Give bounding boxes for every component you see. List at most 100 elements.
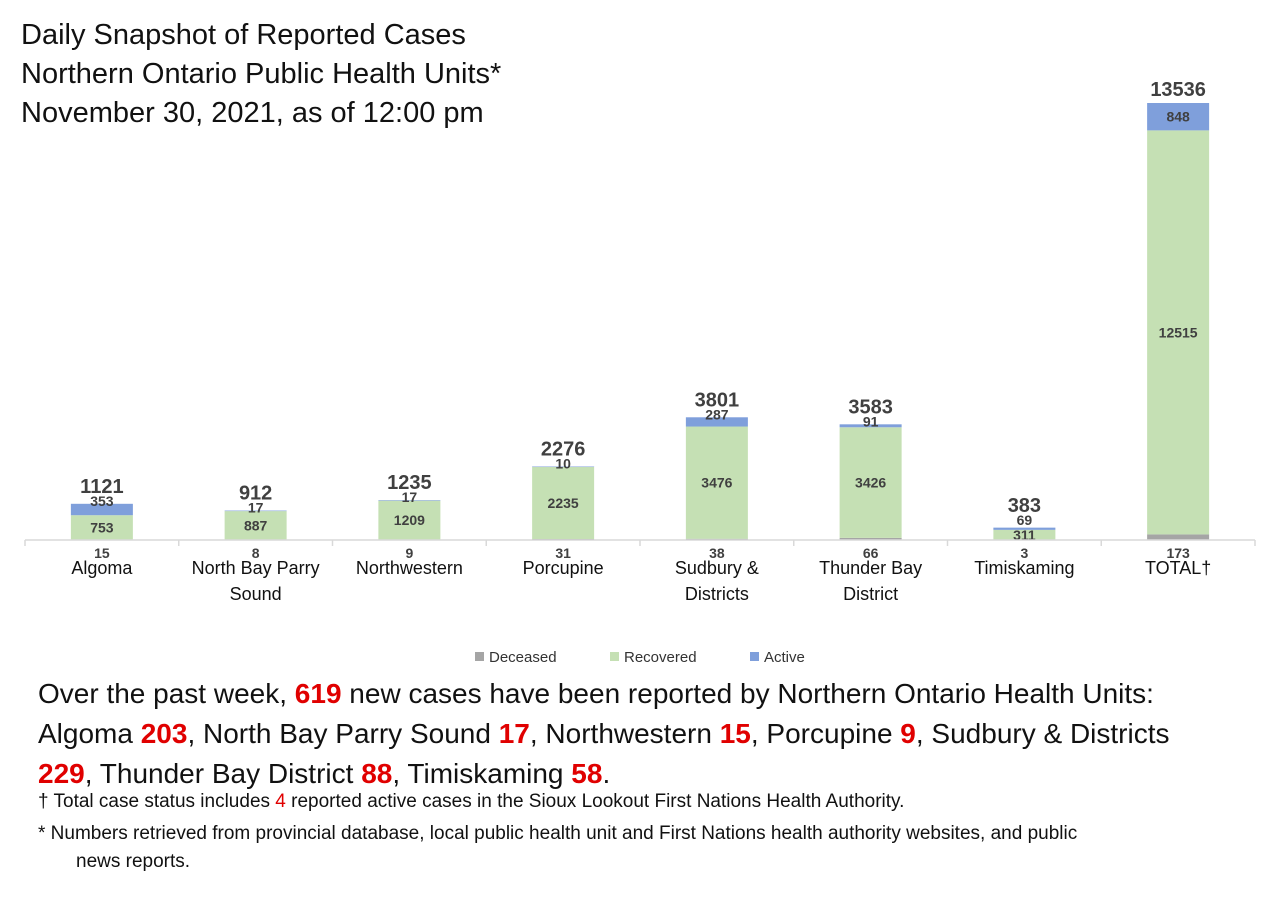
bar-active-total <box>1147 103 1210 131</box>
category-label-north-bay-parry-sound: North Bay Parry <box>192 558 320 578</box>
summary-text: , Porcupine <box>750 718 901 749</box>
bar-recovered-north-bay-parry-sound <box>224 511 287 540</box>
title-line-3: November 30, 2021, as of 12:00 pm <box>21 97 484 129</box>
legend-swatch-active <box>750 652 759 661</box>
bar-recovered-thunder-bay-district <box>839 427 902 538</box>
total-label-north-bay-parry-sound: 912 <box>239 483 272 505</box>
data-label-recovered-north-bay-parry-sound: 887 <box>244 517 268 533</box>
bar-active-north-bay-parry-sound <box>224 510 287 512</box>
summary-text: . <box>602 758 611 789</box>
summary-text: , Thunder Bay District <box>84 758 362 789</box>
footnote-dagger: † Total case status includes 4 reported … <box>38 790 904 814</box>
footnote-asterisk: * Numbers retrieved from provincial data… <box>38 820 1268 876</box>
bar-recovered-timiskaming <box>993 529 1056 540</box>
total-label-total: 13536 <box>1150 79 1206 101</box>
category-label-northwestern: Northwestern <box>356 558 463 578</box>
footnote-text: † Total case status includes <box>38 791 276 812</box>
title-line-2: Northern Ontario Public Health Units* <box>21 58 502 90</box>
summary-nbps: 17 <box>498 718 530 749</box>
data-label-active-north-bay-parry-sound: 17 <box>248 500 264 516</box>
summary-text: Over the past week, <box>38 678 295 709</box>
summary-text: new cases have been reported by Northern… <box>341 678 1154 709</box>
summary-northwestern: 15 <box>719 718 751 749</box>
summary-algoma: 203 <box>140 718 188 749</box>
footnote-text-continued: news reports. <box>76 851 191 872</box>
legend-label-recovered: Recovered <box>624 649 697 666</box>
total-label-timiskaming: 383 <box>1008 495 1041 517</box>
data-label-recovered-northwestern: 1209 <box>394 512 425 528</box>
total-label-algoma: 1121 <box>80 476 123 498</box>
category-label-total: TOTAL† <box>1145 558 1211 578</box>
data-label-deceased-north-bay-parry-sound: 8 <box>252 545 260 561</box>
bar-active-sudbury-districts <box>685 417 748 427</box>
summary-new-cases: 619 <box>294 678 342 709</box>
category-label-algoma: Algoma <box>71 558 133 578</box>
bar-active-northwestern <box>378 500 441 501</box>
category-label-north-bay-parry-sound: Sound <box>230 584 282 604</box>
summary-sudbury: 229 <box>38 758 85 789</box>
summary-timiskaming: 58 <box>571 758 603 789</box>
data-label-active-timiskaming: 69 <box>1017 512 1033 528</box>
data-label-recovered-total: 12515 <box>1159 324 1198 340</box>
x-axis-ticks <box>24 540 1256 546</box>
summary-thunder-bay: 88 <box>361 758 393 789</box>
data-label-active-sudbury-districts: 287 <box>705 406 729 422</box>
data-label-deceased-northwestern: 9 <box>405 545 413 561</box>
data-label-deceased-timiskaming: 3 <box>1020 545 1028 561</box>
data-label-deceased-sudbury-districts: 38 <box>709 545 725 561</box>
bar-recovered-total <box>1147 130 1210 535</box>
data-label-active-northwestern: 17 <box>402 489 418 505</box>
total-label-thunder-bay-district: 3583 <box>848 396 893 418</box>
total-label-sudbury-districts: 3801 <box>695 389 740 411</box>
title-line-1: Daily Snapshot of Reported Cases <box>21 19 466 51</box>
category-label-thunder-bay-district: Thunder Bay <box>819 558 922 578</box>
data-label-recovered-timiskaming: 311 <box>1013 527 1036 543</box>
data-label-recovered-algoma: 753 <box>90 519 114 535</box>
bars-group: 1575335311218887179129120917123531223510… <box>70 79 1210 561</box>
bar-recovered-northwestern <box>378 500 441 540</box>
total-label-northwestern: 1235 <box>387 472 432 494</box>
data-label-active-algoma: 353 <box>90 493 114 509</box>
bar-active-porcupine <box>532 466 595 468</box>
summary-porcupine: 9 <box>900 718 916 749</box>
category-label-porcupine: Porcupine <box>523 558 604 578</box>
legend: Deceased Recovered Active <box>475 649 805 666</box>
category-label-sudbury-districts: Sudbury & <box>675 558 759 578</box>
stacked-bar-chart: 1575335311218887179129120917123531223510… <box>24 79 1256 666</box>
category-label-sudbury-districts: Districts <box>685 584 749 604</box>
bar-active-thunder-bay-district <box>839 424 902 428</box>
data-label-recovered-thunder-bay-district: 3426 <box>855 475 886 491</box>
legend-label-deceased: Deceased <box>489 649 557 666</box>
summary-text: , Timiskaming <box>392 758 572 789</box>
chart-title: Daily Snapshot of Reported Cases Norther… <box>21 16 501 133</box>
category-label-timiskaming: Timiskaming <box>974 558 1074 578</box>
bar-deceased-thunder-bay-district <box>839 537 902 540</box>
bar-active-timiskaming <box>993 527 1056 530</box>
summary-text: , Sudbury & Districts <box>915 718 1170 749</box>
data-label-deceased-algoma: 15 <box>94 545 110 561</box>
bar-deceased-total <box>1147 534 1210 540</box>
data-label-deceased-porcupine: 31 <box>555 545 571 561</box>
total-label-porcupine: 2276 <box>541 439 586 461</box>
bar-recovered-sudbury-districts <box>685 426 748 539</box>
footnote-text: * Numbers retrieved from provincial data… <box>38 823 1078 844</box>
footnote-text: reported active cases in the Sioux Looko… <box>285 791 905 812</box>
bar-active-algoma <box>70 503 133 516</box>
legend-swatch-recovered <box>610 652 619 661</box>
data-label-active-total: 848 <box>1166 109 1190 125</box>
category-labels: Algoma North Bay Parry Sound Northwestern Po… <box>71 558 1211 604</box>
legend-swatch-deceased <box>475 652 484 661</box>
data-label-recovered-porcupine: 2235 <box>548 495 579 511</box>
summary-text: Algoma <box>38 718 141 749</box>
bar-recovered-algoma <box>70 515 133 540</box>
weekly-summary: Over the past week, 619 new cases have b… <box>38 674 1268 794</box>
footnote-sioux-lookout-count: 4 <box>275 791 286 812</box>
data-label-active-porcupine: 10 <box>555 456 571 472</box>
data-label-deceased-total: 173 <box>1166 545 1190 561</box>
data-label-recovered-sudbury-districts: 3476 <box>701 475 732 491</box>
legend-label-active: Active <box>764 649 805 666</box>
data-label-active-thunder-bay-district: 91 <box>863 413 879 429</box>
summary-text: , North Bay Parry Sound <box>187 718 499 749</box>
category-label-thunder-bay-district: District <box>843 584 898 604</box>
data-label-deceased-thunder-bay-district: 66 <box>863 545 879 561</box>
